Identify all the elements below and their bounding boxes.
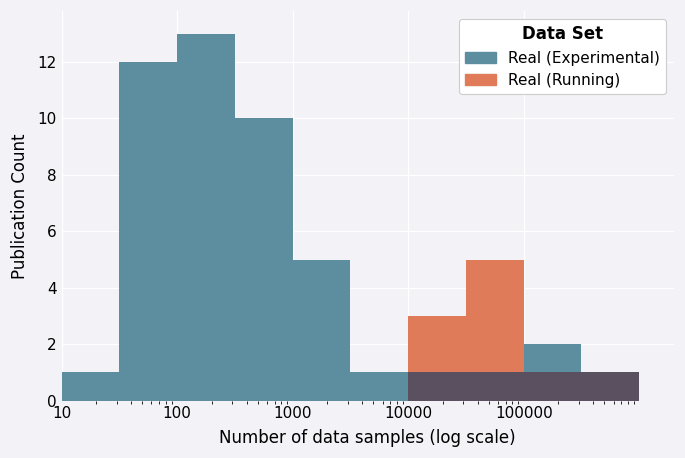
Bar	[408, 372, 466, 401]
Bar	[235, 118, 292, 401]
Legend: Real (Experimental), Real (Running): Real (Experimental), Real (Running)	[460, 19, 667, 94]
Bar	[524, 344, 582, 401]
Bar	[62, 372, 119, 401]
Bar	[524, 372, 582, 401]
Bar	[466, 372, 524, 401]
Y-axis label: Publication Count: Publication Count	[11, 133, 29, 278]
Bar	[177, 34, 235, 401]
Bar	[582, 372, 639, 401]
Bar	[408, 316, 466, 372]
Bar	[408, 372, 466, 401]
Bar	[351, 372, 408, 401]
Bar	[582, 372, 639, 401]
Bar	[466, 372, 524, 401]
Bar	[119, 62, 177, 401]
Bar	[466, 260, 524, 372]
Bar	[292, 260, 351, 401]
X-axis label: Number of data samples (log scale): Number of data samples (log scale)	[219, 429, 516, 447]
